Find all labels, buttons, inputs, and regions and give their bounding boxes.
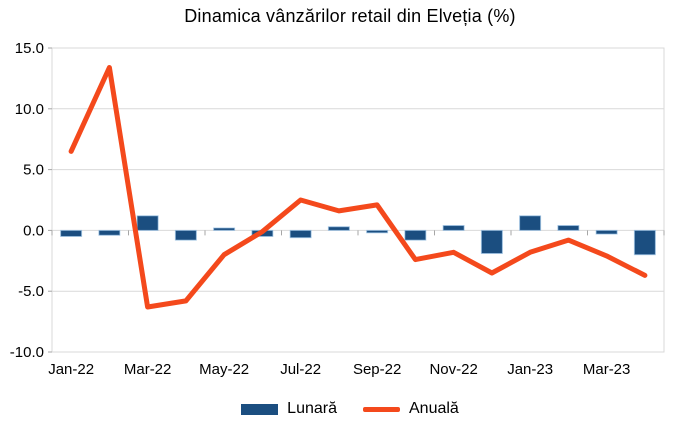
legend: Lunară Anuală [0, 400, 700, 418]
bar-Feb-23 [557, 225, 580, 231]
bar-Mar-23 [595, 229, 618, 235]
legend-item-lunara: Lunară [241, 400, 337, 418]
legend-item-anuala: Anuală [363, 400, 459, 418]
bar-Dec-22 [480, 229, 503, 255]
x-tick-label: Nov-22 [429, 361, 477, 378]
plot-border [51, 47, 665, 353]
bar-Jul-22 [289, 229, 312, 239]
chart-title: Dinamica vânzărilor retail din Elveția (… [184, 6, 516, 26]
y-tick-label: 10.0 [15, 101, 44, 118]
x-tick-label: Jan-22 [48, 361, 94, 378]
bar-Jan-23 [519, 215, 542, 231]
legend-label-lunara: Lunară [287, 400, 337, 417]
y-tick-label: 15.0 [15, 40, 44, 57]
x-tick-label: Sep-22 [353, 361, 401, 378]
legend-line-swatch-icon [363, 406, 400, 412]
y-tick-label: -5.0 [18, 283, 44, 300]
bar-May-22 [213, 227, 236, 231]
x-tick-label: Mar-23 [583, 361, 631, 378]
bar-Jan-22 [60, 229, 83, 237]
bar-Oct-22 [404, 229, 427, 241]
anuala-line [68, 65, 648, 310]
bar-Apr-23 [633, 229, 656, 256]
x-tick-label: May-22 [199, 361, 249, 378]
bar-Apr-22 [174, 229, 197, 241]
bar-Sep-22 [366, 229, 389, 234]
y-tick-label: 0.0 [23, 222, 44, 239]
y-tick-label: -10.0 [10, 344, 44, 361]
legend-label-anuala: Anuală [409, 400, 459, 417]
x-tick-label: Jul-22 [280, 361, 321, 378]
bar-Feb-22 [98, 229, 121, 236]
bar-Nov-22 [442, 225, 465, 231]
bar-Mar-22 [136, 215, 159, 231]
x-tick-label: Jan-23 [507, 361, 553, 378]
bar-Aug-22 [327, 226, 350, 231]
x-tick-label: Mar-22 [124, 361, 172, 378]
y-tick-label: 5.0 [23, 162, 44, 179]
legend-bar-swatch-icon [241, 403, 279, 415]
